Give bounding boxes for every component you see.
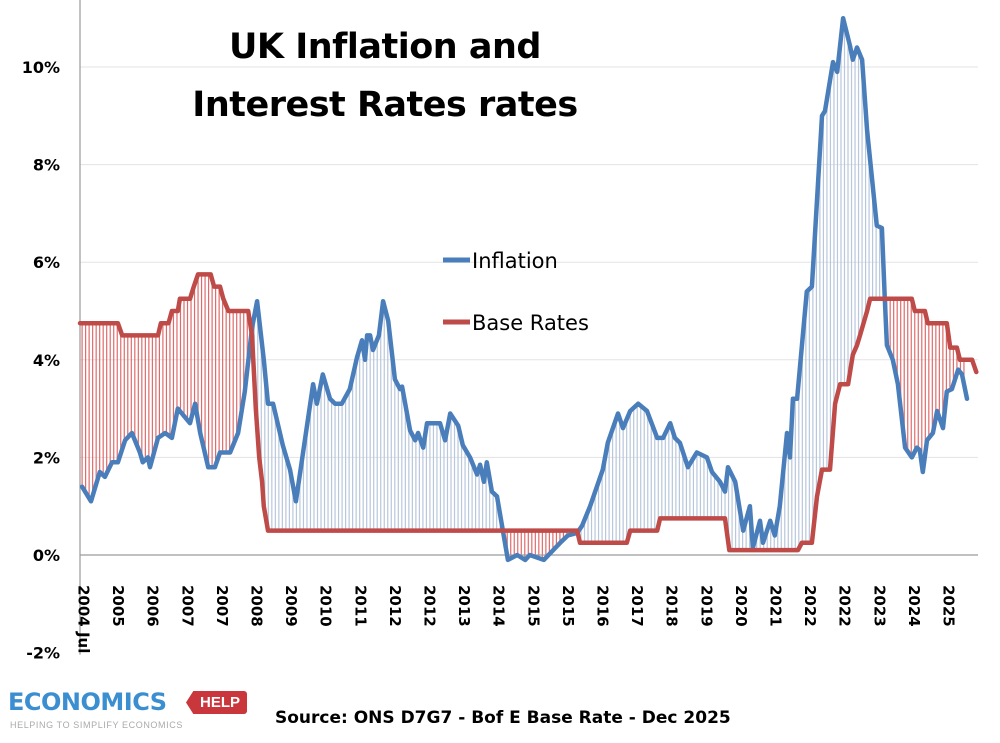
x-tick-label: 2021: [767, 585, 785, 627]
logo-wordmark: ECONOMICS: [8, 688, 167, 716]
legend-label-inflation: Inflation: [472, 249, 558, 273]
economics-help-logo: ECONOMICS HELP HELPING TO SIMPLIFY ECONO…: [8, 688, 253, 740]
y-tick-label: 2%: [33, 448, 60, 467]
x-axis-tick-labels: 2004 Jul 2005 2006 2007 2007 2008 2009 2010 2011…: [75, 585, 958, 653]
y-tick-label: 4%: [33, 351, 60, 370]
x-tick-label: 2022: [836, 585, 854, 627]
y-tick-label: 0%: [33, 546, 60, 565]
x-tick-label: 2005: [109, 585, 127, 627]
x-tick-label: 2017: [628, 585, 646, 627]
x-tick-label: 2024: [905, 585, 923, 627]
legend: Inflation Base Rates: [443, 249, 589, 335]
x-tick-label: 2015: [559, 585, 577, 627]
legend-label-base-rates: Base Rates: [472, 311, 589, 335]
x-tick-label: 2015: [524, 585, 542, 627]
y-tick-label: 6%: [33, 253, 60, 272]
y-tick-label: -2%: [26, 644, 60, 663]
x-tick-label: 2025: [940, 585, 958, 627]
x-tick-label: 2004 Jul: [75, 585, 93, 653]
x-tick-label: 2018: [663, 585, 681, 627]
y-tick-label: 10%: [22, 58, 60, 77]
x-tick-label: 2007: [178, 585, 196, 627]
y-axis-tick-labels: -2% 0% 2% 4% 6% 8% 10%: [22, 58, 60, 663]
x-tick-label: 2010: [317, 585, 335, 627]
x-tick-label: 2009: [282, 585, 300, 627]
inflation-line: [79, 15, 970, 563]
x-tick-label: 2014: [490, 585, 508, 627]
chart-title: UK Inflation and Interest Rates rates: [150, 18, 620, 134]
x-tick-label: 2022: [801, 585, 819, 627]
x-tick-label: 2013: [455, 585, 473, 627]
x-tick-label: 2008: [248, 585, 266, 627]
x-tick-label: 2011: [351, 585, 369, 627]
chart-title-line-1: UK Inflation and: [229, 27, 541, 67]
source-note: Source: ONS D7G7 - Bof E Base Rate - Dec…: [275, 708, 731, 728]
y-tick-label: 8%: [33, 156, 60, 175]
x-tick-label: 2016: [594, 585, 612, 627]
x-tick-label: 2023: [870, 585, 888, 627]
base-rate-line: [77, 272, 979, 553]
x-tick-label: 2020: [732, 585, 750, 627]
logo-tagline: HELPING TO SIMPLIFY ECONOMICS: [10, 720, 183, 730]
series-lines: [77, 15, 979, 563]
chart-title-line-2: Interest Rates rates: [192, 85, 578, 125]
x-tick-label: 2019: [697, 585, 715, 627]
x-tick-label: 2012: [386, 585, 404, 627]
x-tick-label: 2007: [213, 585, 231, 627]
logo-help-tag: HELP: [186, 691, 248, 714]
x-tick-label: 2012: [421, 585, 439, 627]
x-tick-label: 2006: [144, 585, 162, 627]
